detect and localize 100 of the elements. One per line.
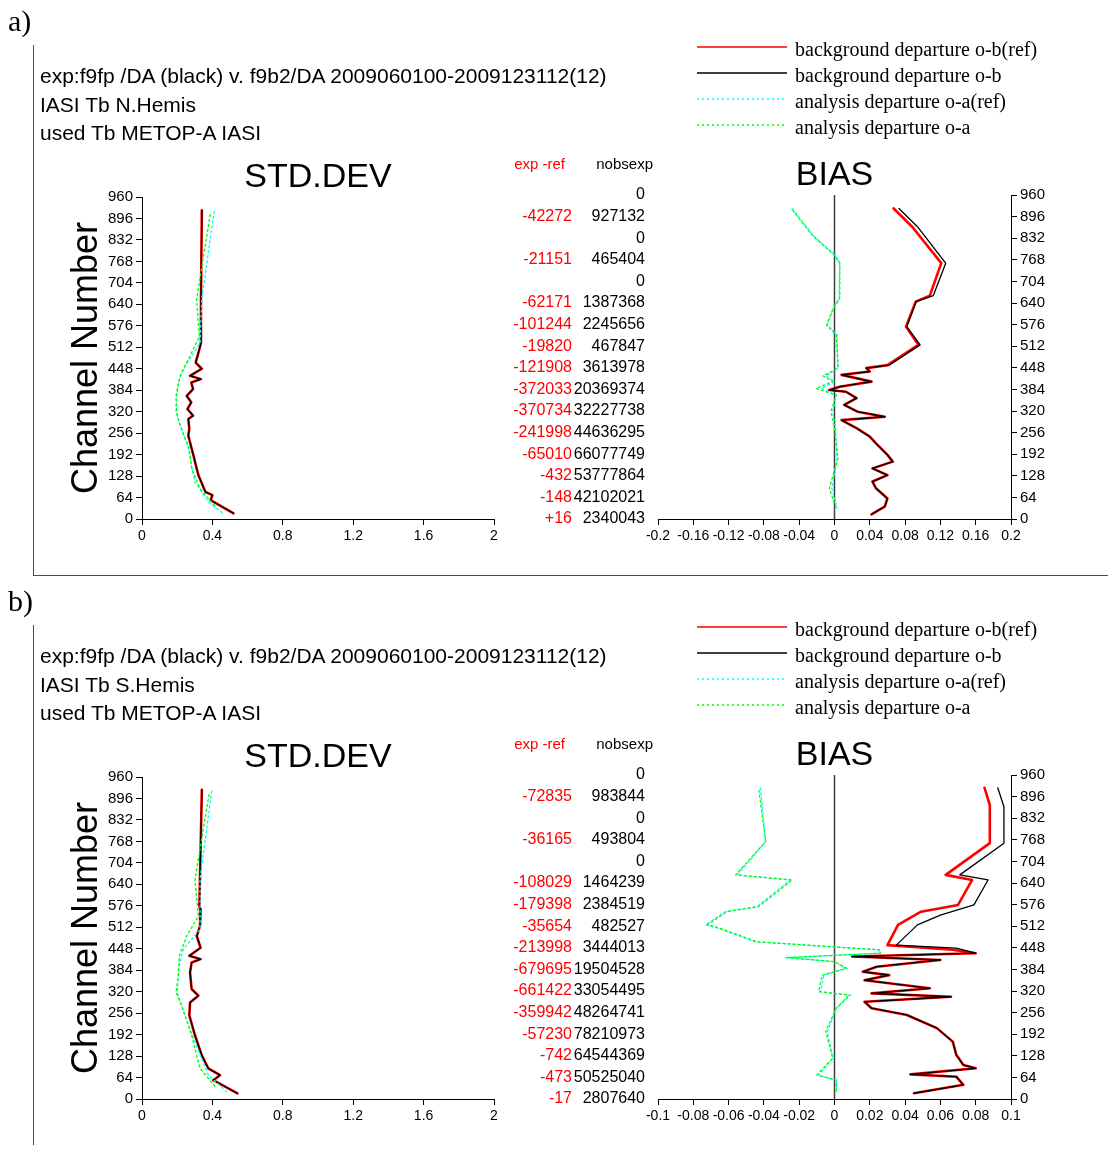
x-tick-label: 0.08 [891, 527, 919, 544]
text: 0 [636, 765, 645, 783]
legend-label: background departure o-b(ref) [795, 38, 1038, 62]
y-tick-label: 384 [107, 380, 133, 398]
text: 927132 [591, 207, 645, 225]
text: used Tb METOP-A IASI [40, 121, 261, 144]
text: 467847 [591, 336, 645, 354]
y2-tick-label: 0 [1020, 1089, 1029, 1107]
x-tick-label: -0.1 [645, 1107, 671, 1124]
text: -62171 [522, 293, 572, 311]
text: -108029 [513, 873, 572, 891]
y-tick-label: 832 [107, 810, 133, 828]
y2-tick-label: 960 [1020, 185, 1046, 203]
x-tick-label: 0.2 [1001, 527, 1021, 544]
category-label: nobsexp [596, 155, 653, 173]
y-tick-label: 448 [107, 938, 133, 956]
text: 0 [636, 228, 645, 246]
y-tick-label: 320 [107, 401, 133, 419]
y2-tick-label: 832 [1020, 228, 1046, 246]
legend-label: analysis departure o-a(ref) [795, 670, 1006, 694]
text: 3444013 [582, 938, 645, 956]
y-tick-label: 960 [107, 767, 133, 785]
x-tick-label: -0.08 [747, 527, 781, 544]
category-label: exp -ref [514, 735, 566, 753]
text: 2384519 [582, 895, 645, 913]
y2-tick-label: 448 [1020, 357, 1046, 375]
y2-tick-label: 256 [1020, 1002, 1046, 1020]
text: -57230 [522, 1024, 572, 1042]
y2-tick-label: 512 [1020, 916, 1046, 934]
text: -359942 [513, 1003, 572, 1021]
x-tick-label: 0.8 [273, 527, 293, 544]
x-tick-label: -0.06 [712, 1107, 745, 1124]
text: -19820 [522, 336, 572, 354]
x-tick-label: 0 [138, 527, 147, 544]
x-tick-label: 0.08 [962, 1107, 990, 1124]
text: 493804 [591, 830, 645, 848]
y-tick-label: 896 [107, 208, 133, 226]
text: 53777864 [573, 466, 645, 484]
text: -679695 [513, 959, 572, 977]
text: -241998 [513, 423, 572, 441]
text: 20369374 [573, 379, 645, 397]
y-tick-label: 512 [107, 917, 133, 935]
y-tick-label: 320 [107, 981, 133, 999]
text: 50525040 [573, 1067, 645, 1085]
text: exp:f9fp /DA (black) v. f9b2/DA 2009060100-2009123112(12) [40, 644, 607, 667]
y-tick-label: 448 [107, 358, 133, 376]
text: 2807640 [582, 1089, 645, 1107]
y-tick-label: 192 [107, 444, 133, 462]
text: -101244 [513, 315, 572, 333]
chart-title: BIAS [795, 734, 874, 772]
x-tick-label: 0.04 [891, 1107, 919, 1124]
text: -432 [539, 466, 572, 484]
y2-tick-label: 64 [1020, 1067, 1037, 1085]
x-tick-label: -0.08 [677, 1107, 710, 1124]
text: 66077749 [573, 444, 645, 462]
text: 1464239 [582, 873, 645, 891]
text: 2340043 [582, 509, 645, 527]
text: 2245656 [582, 315, 645, 333]
y2-tick-label: 640 [1020, 873, 1046, 891]
legend-label: analysis departure o-a [795, 116, 971, 140]
y-tick-label: 768 [107, 251, 133, 269]
text: 78210973 [573, 1024, 645, 1042]
y2-tick-label: 768 [1020, 249, 1046, 267]
text: 1387368 [582, 293, 645, 311]
y-axis-title: Channel Number [64, 801, 105, 1075]
y-axis-title: Channel Number [64, 221, 105, 495]
x-tick-label: -0.12 [712, 527, 745, 544]
chart-title: STD.DEV [244, 736, 392, 774]
y2-tick-label: 128 [1020, 1045, 1046, 1063]
x-tick-label: 0.04 [856, 527, 884, 544]
y2-tick-label: 896 [1020, 206, 1046, 224]
text: 32227738 [573, 401, 645, 419]
text: b) [8, 584, 33, 617]
y2-tick-label: 192 [1020, 444, 1046, 462]
text: -72835 [522, 787, 572, 805]
y-tick-label: 384 [107, 960, 133, 978]
x-tick-label: 0 [830, 527, 839, 544]
y-tick-label: 576 [107, 315, 133, 333]
text: -148 [539, 487, 572, 505]
text: -372033 [513, 379, 572, 397]
x-tick-label: 2 [490, 527, 499, 544]
category-label: nobsexp [596, 735, 653, 753]
text: IASI Tb S.Hemis [40, 673, 195, 696]
text: -35654 [522, 916, 572, 934]
x-tick-label: 1.6 [413, 527, 434, 544]
text: -42272 [522, 207, 572, 225]
x-tick-label: -0.16 [677, 527, 710, 544]
y-tick-label: 576 [107, 895, 133, 913]
y-tick-label: 0 [124, 1089, 133, 1107]
text: -473 [539, 1067, 572, 1085]
legend-label: analysis departure o-a(ref) [795, 90, 1006, 114]
y2-tick-label: 64 [1020, 487, 1037, 505]
text: 44636295 [573, 423, 645, 441]
y2-tick-label: 128 [1020, 465, 1046, 483]
text: -213998 [513, 938, 572, 956]
text: 0 [636, 808, 645, 826]
text: IASI Tb N.Hemis [40, 93, 196, 116]
x-tick-label: 0 [830, 1107, 839, 1124]
y-tick-label: 128 [107, 1046, 133, 1064]
y2-tick-label: 320 [1020, 401, 1046, 419]
